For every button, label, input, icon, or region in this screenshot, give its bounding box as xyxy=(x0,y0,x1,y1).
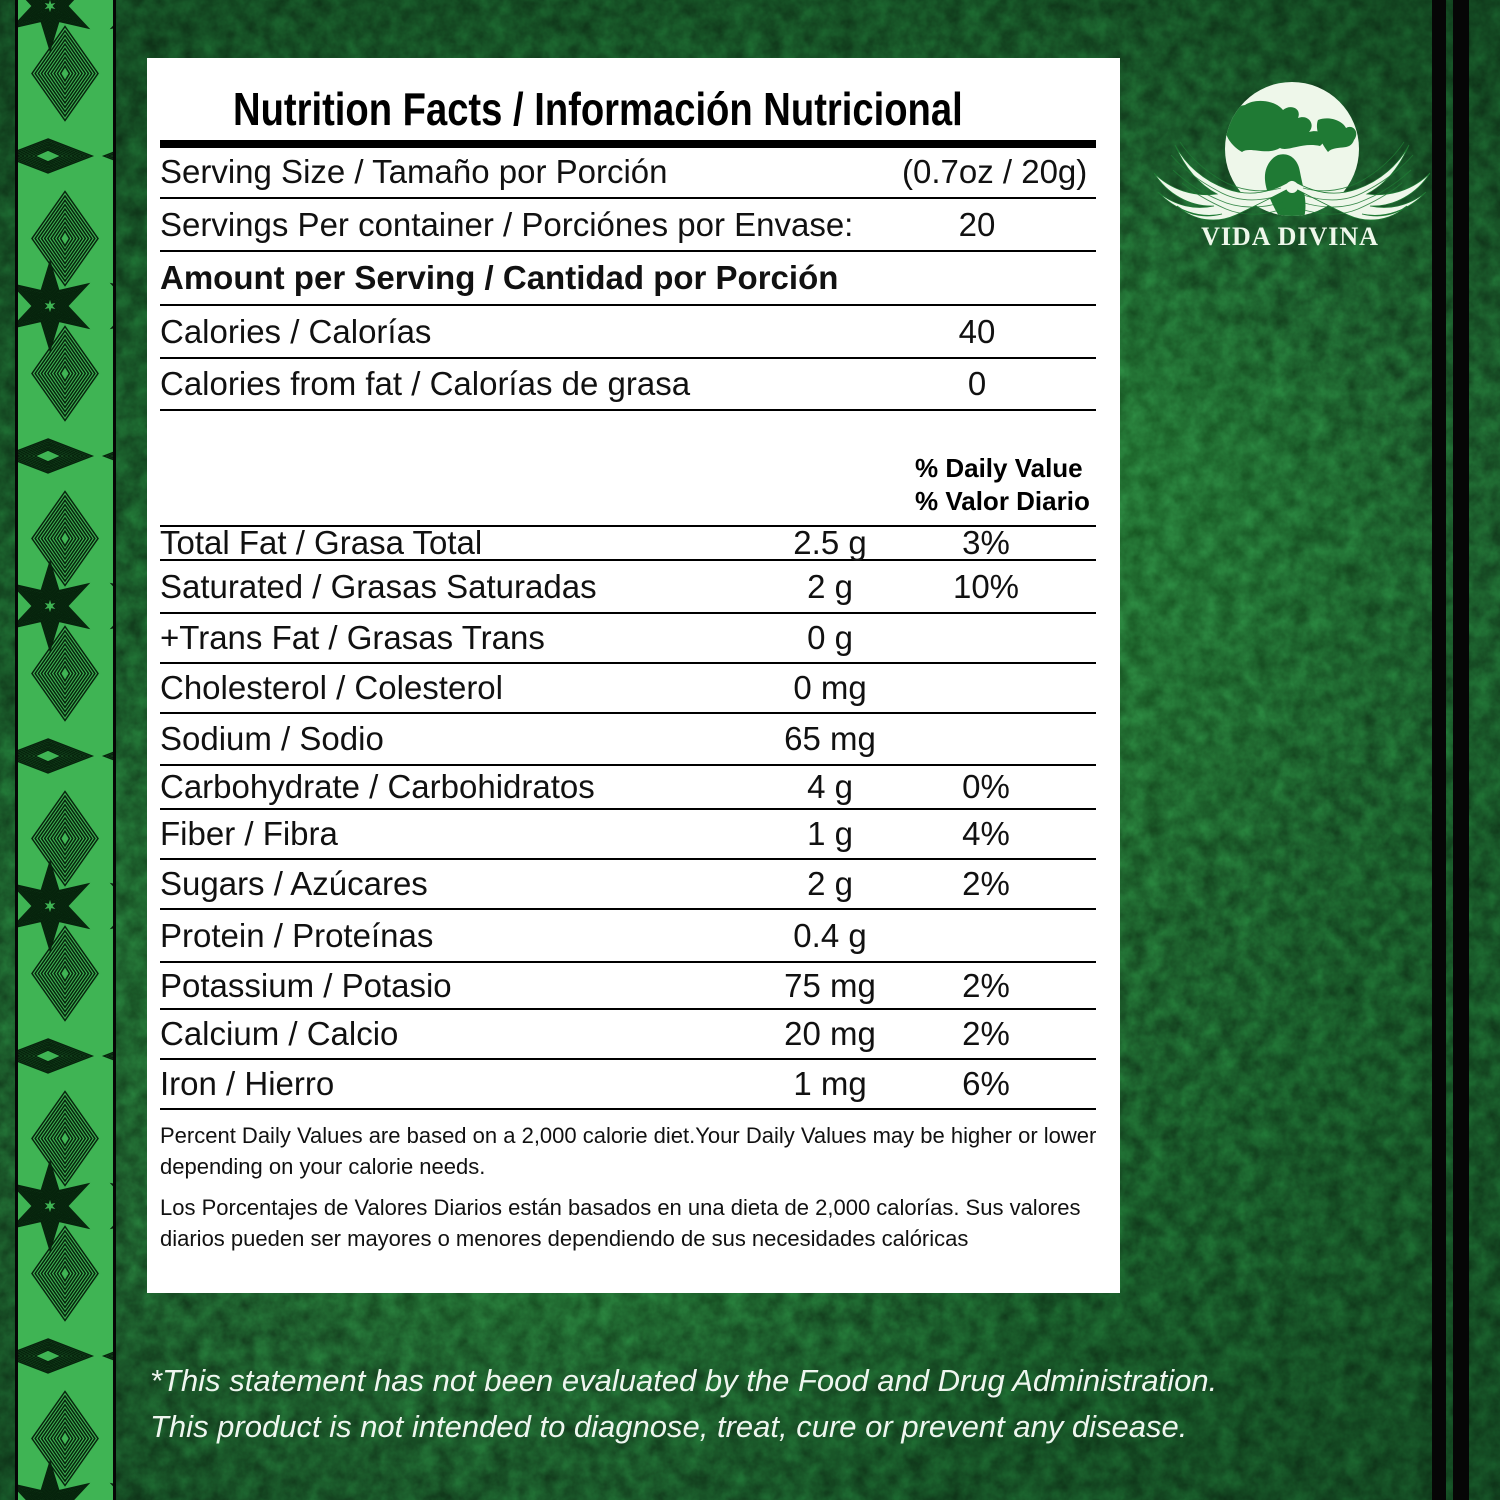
svg-text:VIDA DIVINA: VIDA DIVINA xyxy=(1201,222,1379,251)
